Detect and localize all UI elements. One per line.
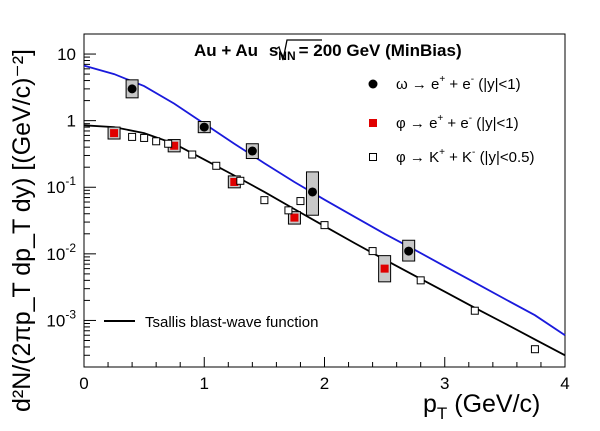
phi-kk-point: [296, 197, 305, 206]
legend-phi-kk-marker: [369, 153, 377, 161]
y-axis-title: d²N/(2πp_T dp_T dy) [(GeV/c)⁻²]: [8, 49, 36, 412]
x-tick-label: 1: [200, 374, 209, 393]
legend-particle: φ →: [396, 149, 429, 166]
phi-kk-point: [284, 206, 293, 215]
legend-join: +: [445, 149, 462, 166]
omega-ee-point: [127, 84, 137, 94]
legend-charge: +: [439, 147, 445, 158]
phi-ee-point: [170, 141, 179, 150]
legend-charge: +: [437, 113, 443, 124]
legend-join: +: [443, 115, 460, 132]
legend-product: e: [429, 115, 437, 132]
phi-ee-point: [290, 213, 299, 222]
legend-entry-label: ω → e+ + e- (|y|<1): [396, 74, 521, 93]
header-system: Au + Au: [194, 41, 258, 60]
blue-fit-curve: [83, 64, 566, 336]
legend-particle: ω →: [396, 76, 431, 93]
x-tick-label: 4: [560, 374, 569, 393]
legend-charge: -: [469, 113, 472, 124]
phi-kk-point: [152, 137, 161, 146]
x-tick-label: 2: [320, 374, 329, 393]
legend-entry-label: φ → K+ + K- (|y|<0.5): [396, 147, 534, 166]
x-axis-title-main: p: [423, 390, 437, 418]
y-tick-label: 10-2: [46, 241, 76, 264]
legend-rapidity-range: (|y|<1): [476, 115, 518, 132]
legend-product: e: [431, 76, 439, 93]
legend-join: +: [445, 76, 462, 93]
y-tick-exponent: -1: [65, 174, 76, 188]
phi-ee-point: [110, 129, 119, 138]
x-axis-title-rest: (GeV/c): [447, 390, 540, 418]
phi-kk-point: [140, 133, 149, 142]
y-tick-exponent: -2: [65, 241, 76, 255]
x-axis-title-sub: T: [437, 404, 447, 423]
phi-kk-point: [164, 139, 173, 148]
legend-charge: -: [471, 74, 474, 85]
phi-kk-point: [128, 132, 137, 141]
curves-layer: [83, 64, 566, 357]
legend-charge: -: [472, 147, 475, 158]
y-tick-base: 10: [57, 45, 76, 64]
y-tick-base: 1: [67, 112, 76, 131]
y-tick-label: 10-3: [46, 307, 76, 330]
x-axis-title: pT (GeV/c): [423, 390, 540, 423]
chart-header: Au + Au sNN = 200 GeV (MinBias): [194, 41, 462, 63]
y-tick-label: 10: [57, 45, 76, 64]
y-tick-base: 10: [46, 245, 65, 264]
header-energy: = 200 GeV (MinBias): [299, 41, 462, 60]
phi-kk-point: [530, 345, 539, 354]
phi-ee-point: [380, 264, 389, 273]
phi-ee-point: [230, 177, 239, 186]
markers-layer: [110, 84, 539, 354]
omega-ee-point: [307, 187, 317, 197]
omega-ee-point: [247, 146, 257, 156]
legend-phi-ee-marker: [369, 119, 377, 127]
phi-kk-point: [320, 221, 329, 230]
phi-kk-point: [212, 161, 221, 170]
legend-product: K: [462, 149, 472, 166]
omega-ee-point: [199, 122, 209, 132]
omega-ee-point: [404, 246, 414, 256]
phi-kk-point: [470, 306, 479, 315]
line-legend-label: Tsallis blast-wave function: [145, 314, 318, 331]
legend: ω → e+ + e- (|y|<1)φ → e+ + e- (|y|<1)φ …: [368, 74, 534, 166]
legend-rapidity-range: (|y|<0.5): [480, 149, 535, 166]
legend-product: e: [462, 76, 470, 93]
legend-entry-label: φ → e+ + e- (|y|<1): [396, 113, 519, 132]
phi-kk-point: [260, 196, 269, 205]
x-tick-label: 0: [79, 374, 88, 393]
legend-charge: +: [439, 74, 445, 85]
phi-kk-point: [188, 150, 197, 159]
y-tick-base: 10: [46, 178, 65, 197]
sqrt-sign: [275, 39, 322, 61]
legend-product: K: [429, 149, 439, 166]
header-sqrt-s: s: [269, 41, 278, 60]
legend-omega-marker: [368, 79, 378, 89]
phi-kk-point: [368, 247, 377, 256]
y-tick-exponent: -3: [65, 307, 76, 321]
phi-kk-point: [236, 176, 245, 185]
legend-particle: φ →: [396, 115, 429, 132]
phi-kk-point: [416, 276, 425, 285]
y-tick-label: 1: [67, 112, 76, 131]
y-tick-label: 10-1: [46, 174, 76, 197]
x-tick-label: 3: [440, 374, 449, 393]
y-tick-base: 10: [46, 311, 65, 330]
legend-product: e: [460, 115, 468, 132]
legend-rapidity-range: (|y|<1): [478, 76, 520, 93]
